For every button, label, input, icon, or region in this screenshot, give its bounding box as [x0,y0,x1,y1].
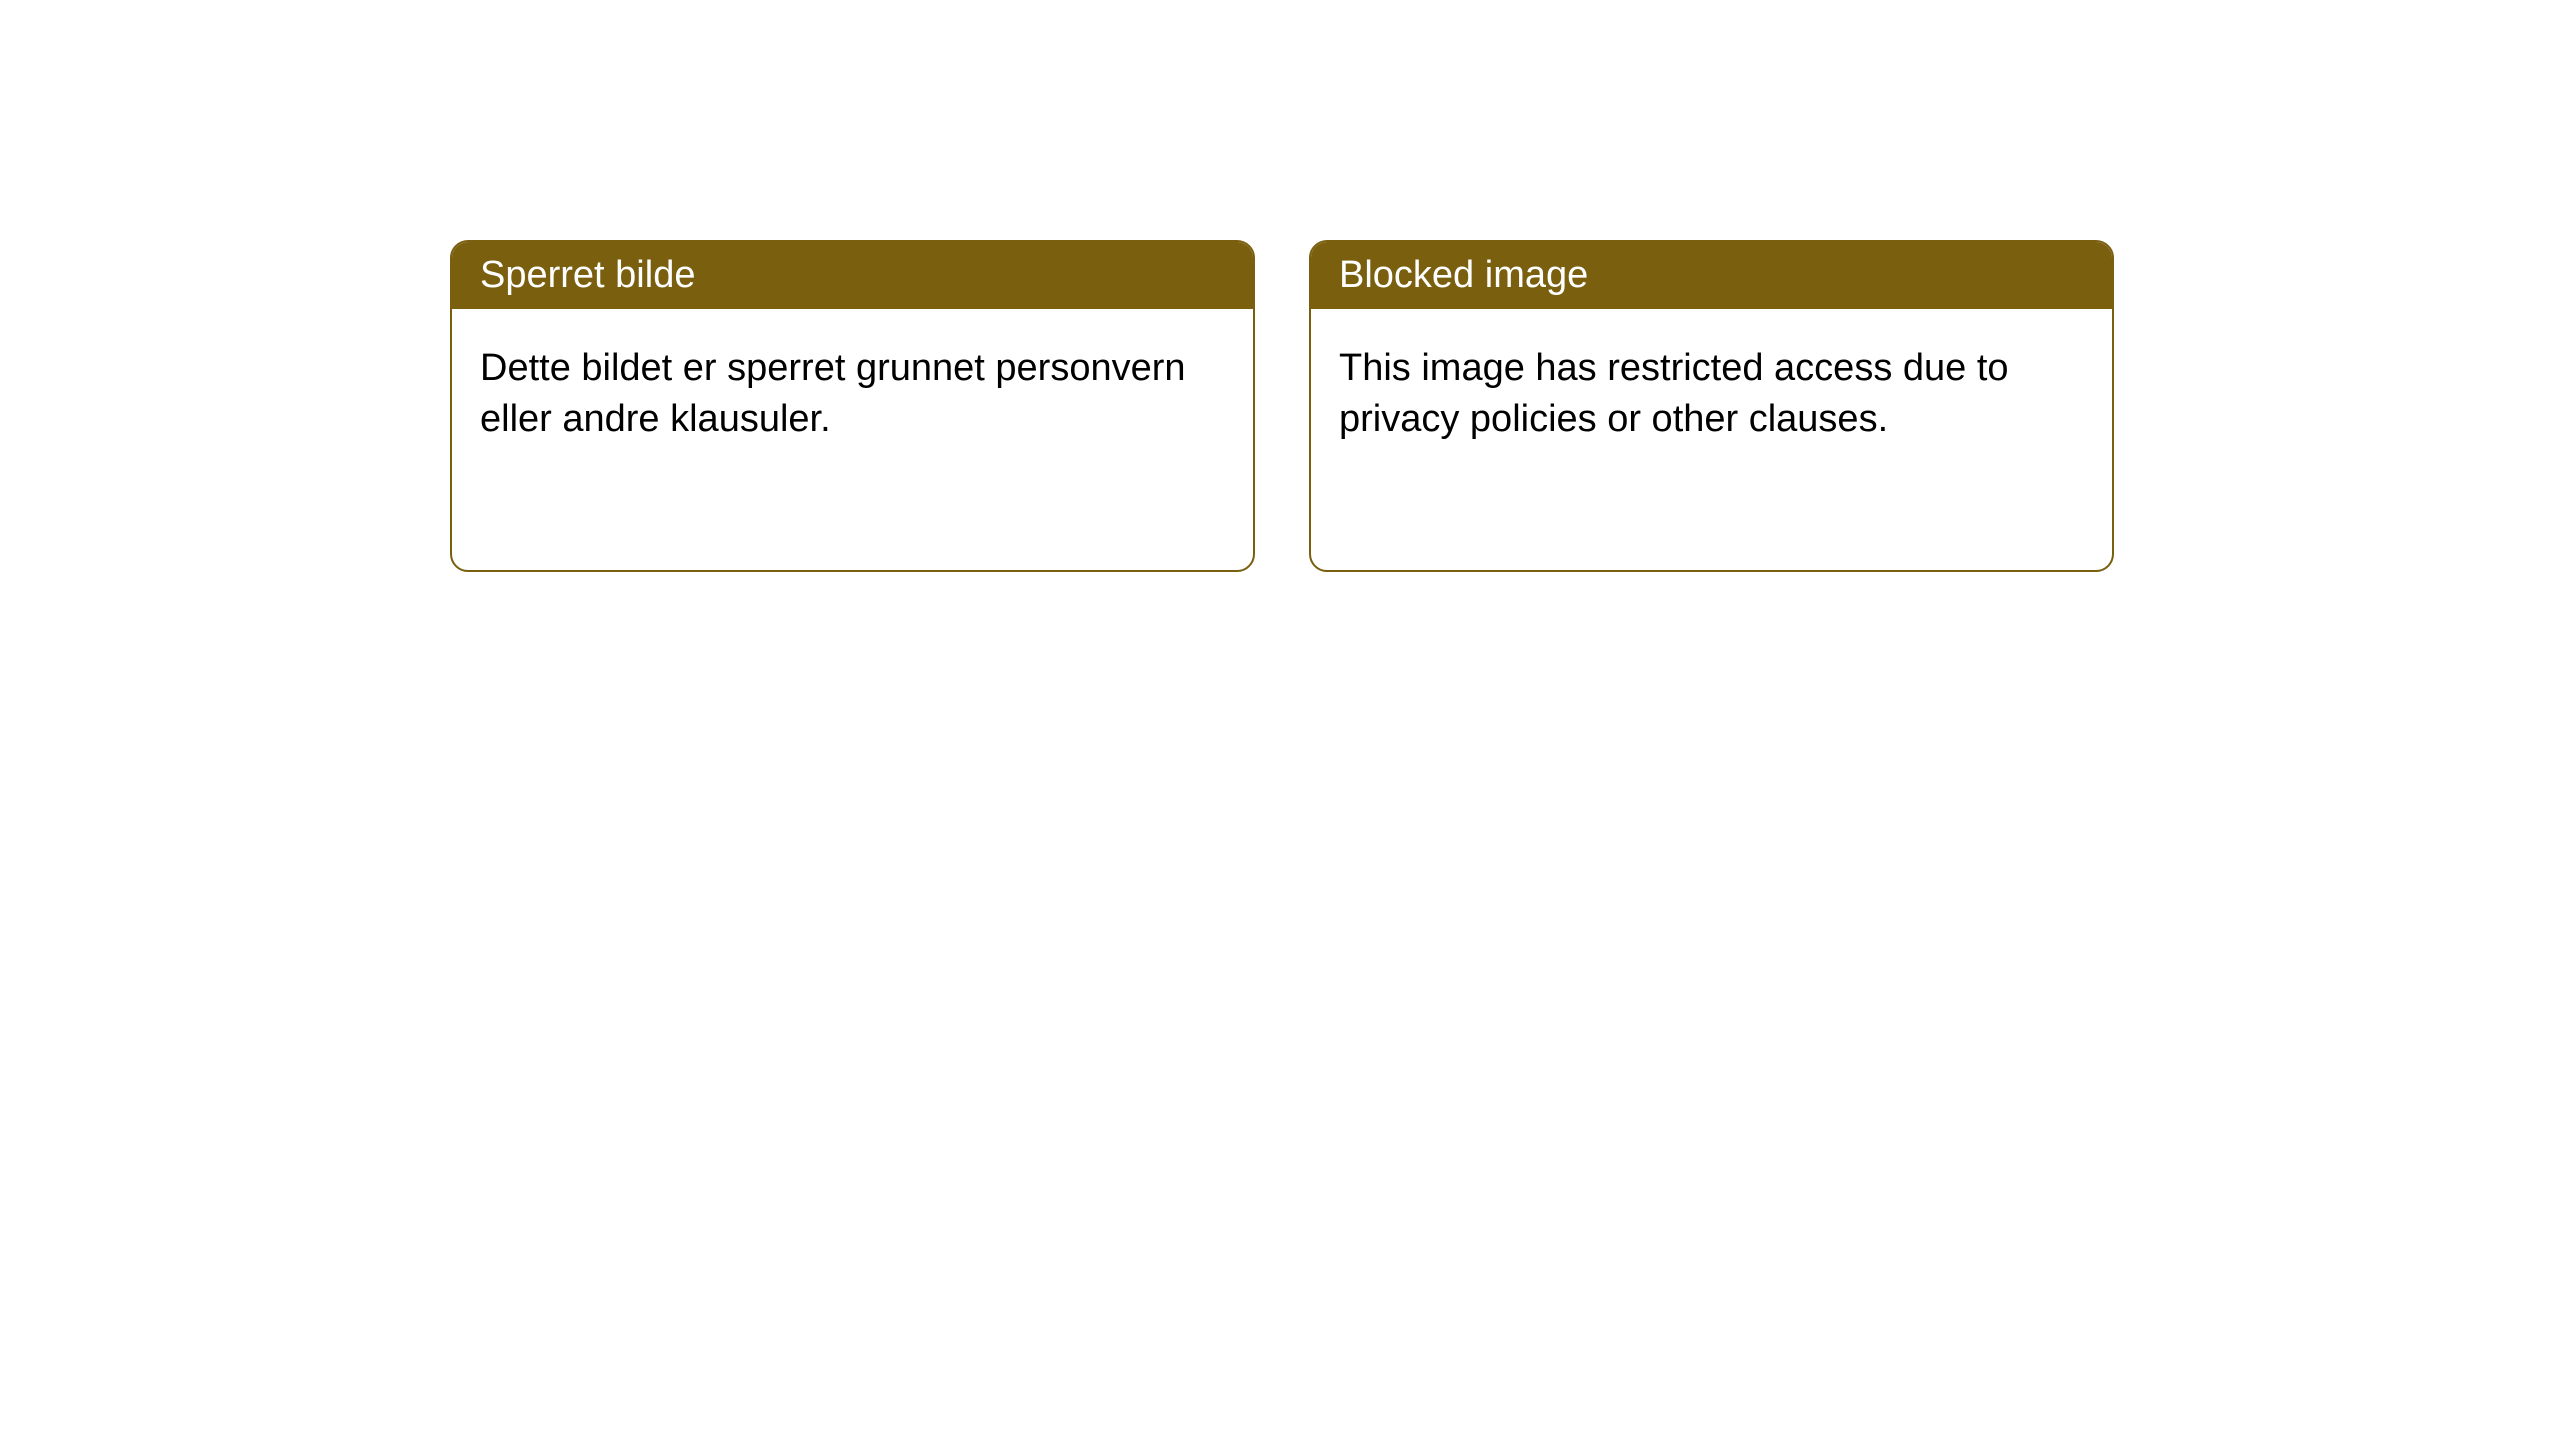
notice-card-english: Blocked image This image has restricted … [1309,240,2114,572]
notice-title: Sperret bilde [452,242,1253,309]
notice-card-norwegian: Sperret bilde Dette bildet er sperret gr… [450,240,1255,572]
notice-cards-container: Sperret bilde Dette bildet er sperret gr… [0,0,2560,572]
notice-body-text: Dette bildet er sperret grunnet personve… [452,309,1253,480]
notice-title: Blocked image [1311,242,2112,309]
notice-body-text: This image has restricted access due to … [1311,309,2112,480]
